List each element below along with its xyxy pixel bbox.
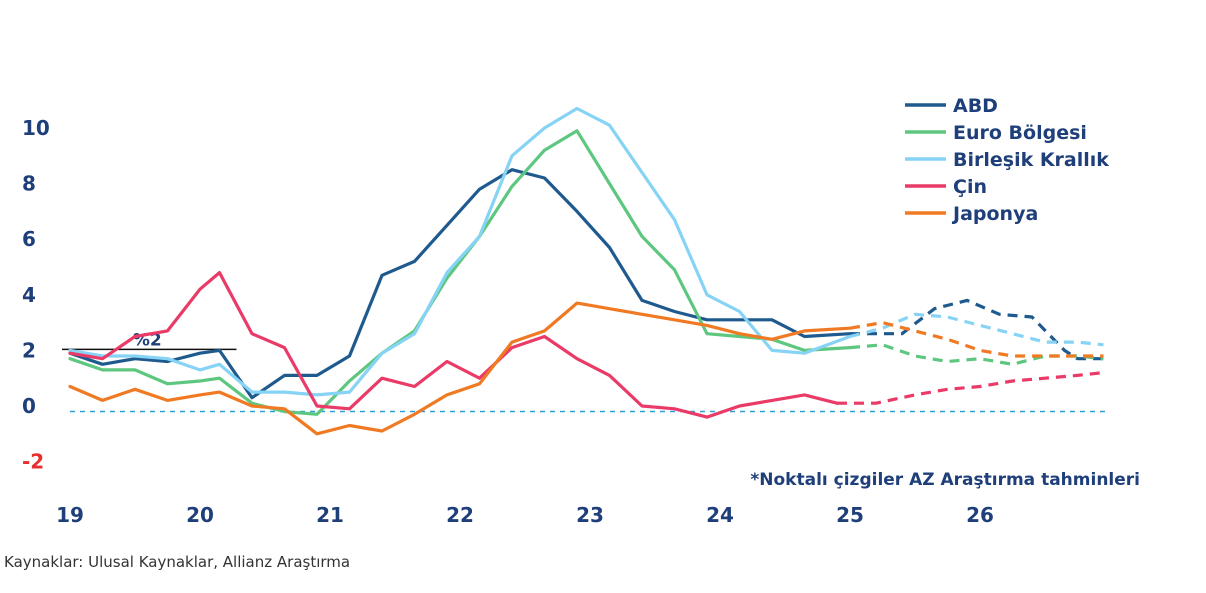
series-line-japonya (68, 301, 852, 436)
series-forecast-cin (837, 371, 1104, 405)
legend-label-japonya: Japonya (951, 203, 1038, 225)
series-forecast-abd (850, 298, 1104, 361)
series-line-euro-bolgesi (68, 129, 852, 416)
x-tick-label: 25 (836, 503, 864, 527)
forecast-note: *Noktalı çizgiler AZ Araştırma tahminler… (750, 470, 1140, 490)
legend-label-birlesik-krallik: Birleşik Krallık (953, 149, 1109, 171)
y-tick-label: 4 (22, 283, 36, 307)
x-tick-label: 19 (56, 503, 84, 527)
x-tick-label: 22 (446, 503, 474, 527)
reference-lines: %2 (62, 330, 1110, 413)
y-tick-label: -2 (22, 450, 44, 474)
series-line-cin (68, 271, 839, 419)
y-tick-label: 0 (22, 394, 36, 418)
y-axis-ticks: -2 0 2 4 6 8 10 (22, 116, 50, 474)
series-forecast-japonya (849, 321, 1104, 358)
x-tick-label: 26 (966, 503, 994, 527)
y-tick-label: 10 (22, 116, 50, 140)
x-tick-label: 24 (706, 503, 734, 527)
x-axis-ticks: 19 20 21 22 23 24 25 26 (56, 503, 994, 527)
series-line-birlesik-krallik (68, 106, 852, 397)
series-lines (68, 106, 1104, 436)
series-forecast-euro-bolgesi (849, 343, 1104, 366)
x-tick-label: 20 (186, 503, 214, 527)
x-tick-label: 23 (576, 503, 604, 527)
x-tick-label: 21 (316, 503, 344, 527)
legend: ABD Euro Bölgesi Birleşik Krallık Çin Japony… (905, 95, 1109, 225)
y-tick-label: 2 (22, 338, 36, 362)
legend-label-euro-bolgesi: Euro Bölgesi (953, 122, 1087, 144)
y-tick-label: 8 (22, 172, 36, 196)
series-line-abd (68, 168, 852, 400)
series-forecast-birlesik-krallik (849, 312, 1104, 347)
legend-label-cin: Çin (953, 176, 987, 198)
legend-label-abd: ABD (953, 95, 998, 117)
source-note: Kaynaklar: Ulusal Kaynaklar, Allianz Ara… (4, 553, 351, 571)
y-tick-label: 6 (22, 227, 36, 251)
